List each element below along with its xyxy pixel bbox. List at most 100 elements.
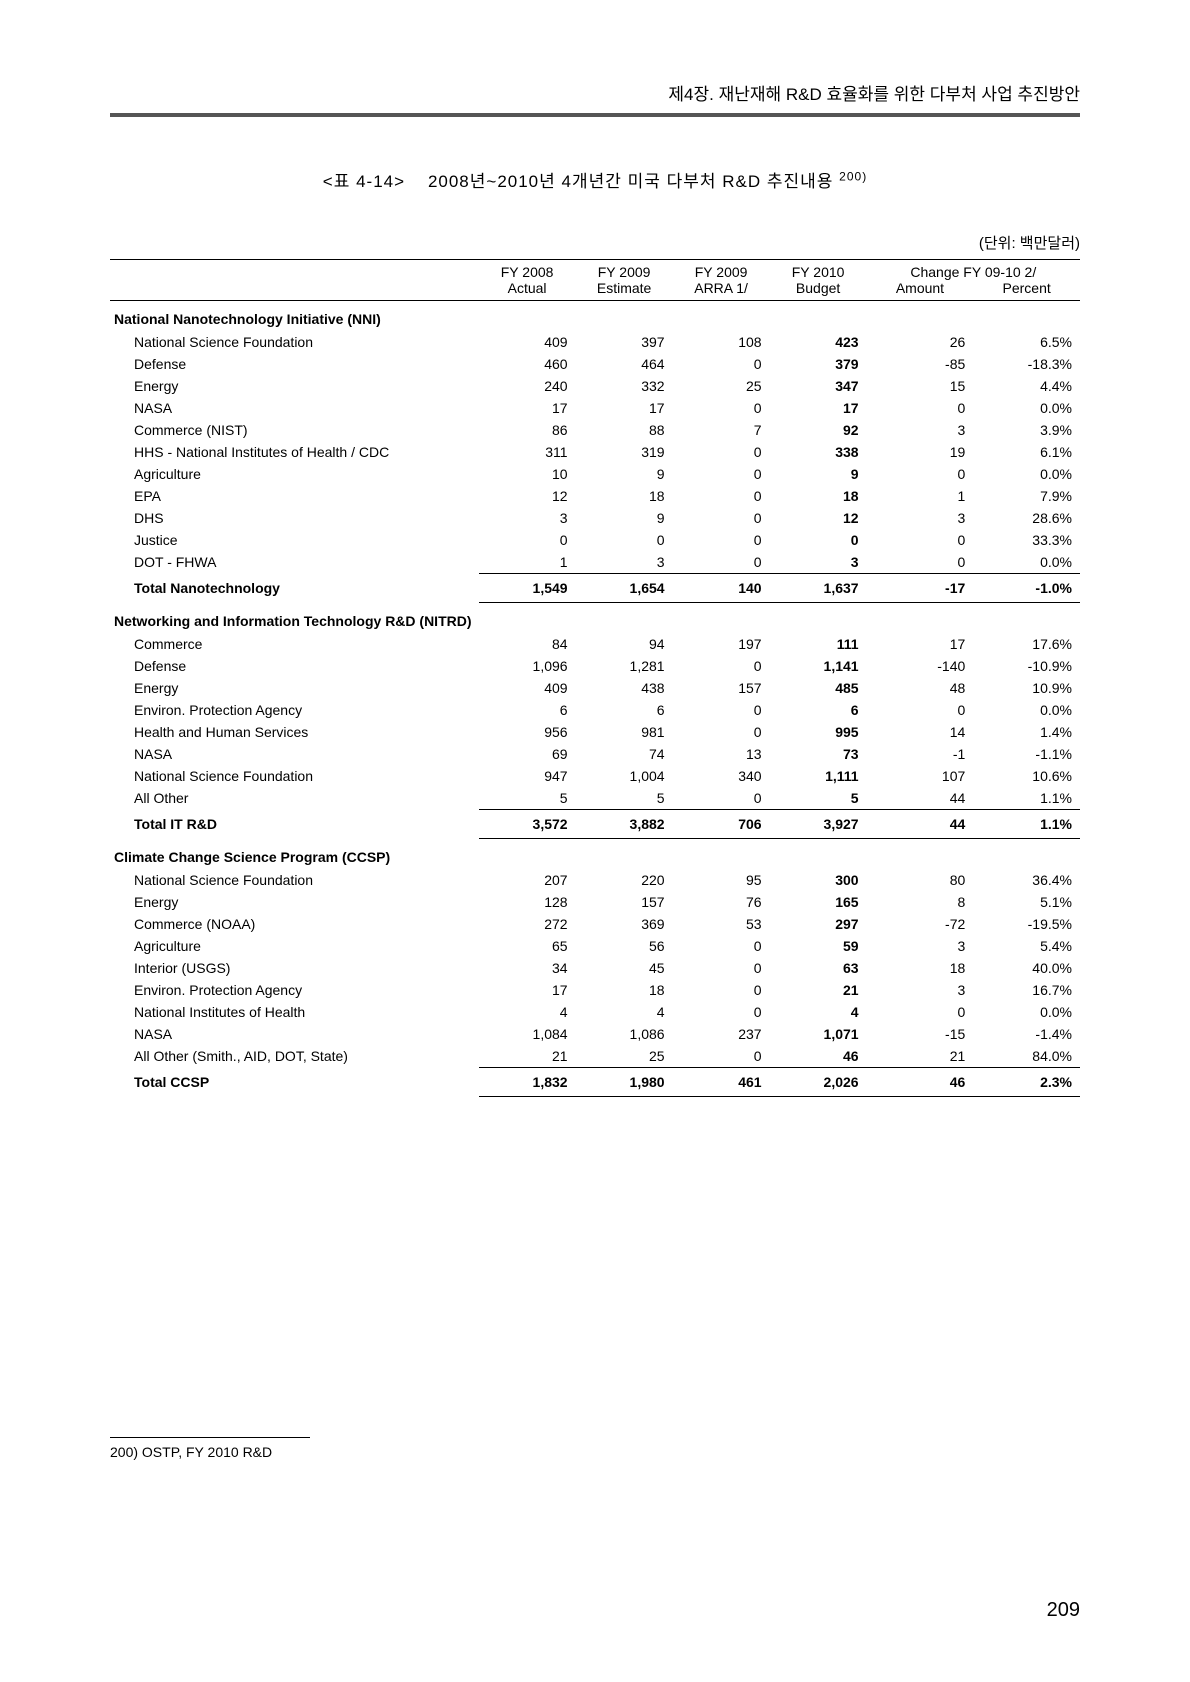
total-value: 140 (673, 574, 770, 603)
total-value: 2,026 (770, 1068, 867, 1097)
cell-value: -72 (867, 913, 974, 935)
cell-value: -18.3% (973, 353, 1080, 375)
cell-value: -15 (867, 1023, 974, 1045)
cell-value: 13 (673, 743, 770, 765)
cell-value: -1 (867, 743, 974, 765)
cell-value: 19 (867, 441, 974, 463)
col-header-fy2010: FY 2010 (770, 260, 867, 281)
table-row: Energy24033225347154.4% (110, 375, 1080, 397)
cell-value: 157 (673, 677, 770, 699)
cell-value: 15 (867, 375, 974, 397)
cell-value: 0 (673, 1001, 770, 1023)
cell-value: 338 (770, 441, 867, 463)
table-row: National Science Foundation4093971084232… (110, 331, 1080, 353)
col-header-fy2009-arra: FY 2009 (673, 260, 770, 281)
cell-value: 369 (576, 913, 673, 935)
row-label: Energy (110, 677, 479, 699)
cell-value: 17 (479, 397, 576, 419)
table-row: NASA171701700.0% (110, 397, 1080, 419)
cell-value: 17.6% (973, 633, 1080, 655)
table-row: DOT - FHWA130300.0% (110, 551, 1080, 574)
cell-value: 5 (479, 787, 576, 810)
cell-value: 6.5% (973, 331, 1080, 353)
cell-value: 1,004 (576, 765, 673, 787)
cell-value: 0 (673, 957, 770, 979)
total-value: 1.1% (973, 810, 1080, 839)
cell-value: 1,141 (770, 655, 867, 677)
cell-value: 0.0% (973, 1001, 1080, 1023)
cell-value: 28.6% (973, 507, 1080, 529)
title-prefix: <표 4-14> (323, 172, 405, 191)
cell-value: 10.9% (973, 677, 1080, 699)
cell-value: 7 (673, 419, 770, 441)
table-title: <표 4-14> 2008년~2010년 4개년간 미국 다부처 R&D 추진내… (110, 167, 1080, 192)
cell-value: 107 (867, 765, 974, 787)
cell-value: 485 (770, 677, 867, 699)
row-label: All Other (Smith., AID, DOT, State) (110, 1045, 479, 1068)
cell-value: 981 (576, 721, 673, 743)
cell-value: 7.9% (973, 485, 1080, 507)
cell-value: 0 (770, 529, 867, 551)
total-value: 1,549 (479, 574, 576, 603)
cell-value: 4 (576, 1001, 673, 1023)
cell-value: 9 (576, 507, 673, 529)
cell-value: 4.4% (973, 375, 1080, 397)
cell-value: 14 (867, 721, 974, 743)
cell-value: 0 (673, 485, 770, 507)
cell-value: 92 (770, 419, 867, 441)
section-total-row: Total Nanotechnology1,5491,6541401,637-1… (110, 574, 1080, 603)
cell-value: 3 (867, 419, 974, 441)
table-row: HHS - National Institutes of Health / CD… (110, 441, 1080, 463)
cell-value: 5 (576, 787, 673, 810)
cell-value: 40.0% (973, 957, 1080, 979)
col-subheader-amount: Amount (867, 280, 974, 301)
cell-value: 3 (867, 507, 974, 529)
table-row: NASA69741373-1-1.1% (110, 743, 1080, 765)
cell-value: 0 (673, 441, 770, 463)
col-subheader-percent: Percent (973, 280, 1080, 301)
row-label: National Science Foundation (110, 765, 479, 787)
cell-value: 6 (479, 699, 576, 721)
section-header-label: Climate Change Science Program (CCSP) (110, 839, 1080, 870)
cell-value: 6 (576, 699, 673, 721)
cell-value: 1 (867, 485, 974, 507)
col-subheader-actual: Actual (479, 280, 576, 301)
cell-value: 4 (479, 1001, 576, 1023)
cell-value: 379 (770, 353, 867, 375)
cell-value: -85 (867, 353, 974, 375)
cell-value: 1 (479, 551, 576, 574)
cell-value: 0.0% (973, 551, 1080, 574)
cell-value: 3 (770, 551, 867, 574)
row-label: All Other (110, 787, 479, 810)
cell-value: 73 (770, 743, 867, 765)
cell-value: 0.0% (973, 699, 1080, 721)
row-label: Agriculture (110, 935, 479, 957)
total-value: 461 (673, 1068, 770, 1097)
row-label: Agriculture (110, 463, 479, 485)
cell-value: 46 (770, 1045, 867, 1068)
table-row: National Science Foundation9471,0043401,… (110, 765, 1080, 787)
cell-value: 3 (479, 507, 576, 529)
table-row: All Other5505441.1% (110, 787, 1080, 810)
cell-value: 956 (479, 721, 576, 743)
cell-value: 3 (867, 935, 974, 957)
row-label: Justice (110, 529, 479, 551)
total-label: Total CCSP (110, 1068, 479, 1097)
table-row: NASA1,0841,0862371,071-15-1.4% (110, 1023, 1080, 1045)
section-total-row: Total CCSP1,8321,9804612,026462.3% (110, 1068, 1080, 1097)
total-value: 1,980 (576, 1068, 673, 1097)
cell-value: 297 (770, 913, 867, 935)
total-label: Total Nanotechnology (110, 574, 479, 603)
cell-value: 10 (479, 463, 576, 485)
table-row: Justice0000033.3% (110, 529, 1080, 551)
cell-value: 0 (673, 1045, 770, 1068)
cell-value: 0 (867, 463, 974, 485)
col-header-change: Change FY 09-10 2/ (867, 260, 1080, 281)
cell-value: 0 (673, 551, 770, 574)
cell-value: 0 (673, 353, 770, 375)
table-row: Defense4604640379-85-18.3% (110, 353, 1080, 375)
cell-value: 18 (576, 485, 673, 507)
cell-value: 12 (770, 507, 867, 529)
cell-value: 17 (867, 633, 974, 655)
total-value: 2.3% (973, 1068, 1080, 1097)
